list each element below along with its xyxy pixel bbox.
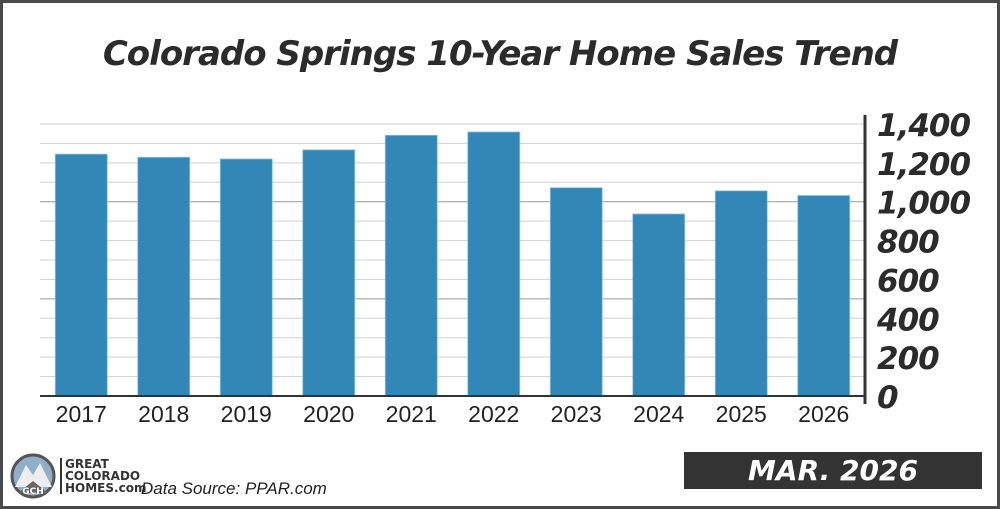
x-tick-label: 2020 — [303, 401, 354, 427]
data-source: Data Source: PPAR.com — [141, 479, 327, 498]
y-tick-label: 400 — [876, 302, 939, 338]
x-tick-label: 2024 — [633, 401, 684, 427]
bar-2026 — [797, 195, 851, 397]
bar-2018 — [137, 156, 191, 397]
bar-2025 — [714, 190, 768, 397]
x-tick-label: 2021 — [386, 401, 437, 427]
x-tick-label: 2017 — [56, 401, 107, 427]
chart-title: Colorado Springs 10-Year Home Sales Tren… — [102, 34, 898, 74]
bar-2024 — [632, 213, 686, 397]
y-tick-label: 1,400 — [877, 108, 970, 144]
logo: GCH GREAT COLORADO HOMES.com — [10, 453, 146, 499]
y-tick-label: 600 — [877, 263, 939, 299]
bar-2020 — [302, 149, 356, 397]
x-tick-label: 2019 — [221, 401, 272, 427]
bar-2021 — [384, 134, 438, 397]
x-tick-label: 2026 — [798, 401, 849, 427]
bar-2019 — [219, 158, 273, 397]
logo-badge: GCH — [22, 487, 44, 497]
x-tick-label: 2018 — [138, 401, 189, 427]
y-tick-label: 0 — [877, 380, 898, 416]
y-tick-label: 1,200 — [877, 147, 970, 183]
logo-line: GREAT — [65, 457, 109, 471]
y-tick-label: 1,000 — [877, 186, 970, 222]
logo-line: HOMES.com — [65, 481, 147, 495]
bar-2023 — [549, 187, 603, 397]
x-tick-label: 2023 — [551, 401, 602, 427]
y-tick-label: 200 — [877, 341, 939, 377]
x-tick-label: 2025 — [716, 401, 767, 427]
bar-2022 — [467, 131, 521, 397]
logo-text: GREAT COLORADO HOMES.com — [60, 458, 146, 494]
bar-2017 — [54, 153, 108, 397]
date-badge: MAR. 2026 — [684, 452, 982, 489]
mountain-logo-icon: GCH — [10, 453, 56, 499]
logo-line: COLORADO — [65, 469, 141, 483]
y-tick-label: 800 — [877, 225, 939, 261]
x-tick-label: 2022 — [468, 401, 519, 427]
